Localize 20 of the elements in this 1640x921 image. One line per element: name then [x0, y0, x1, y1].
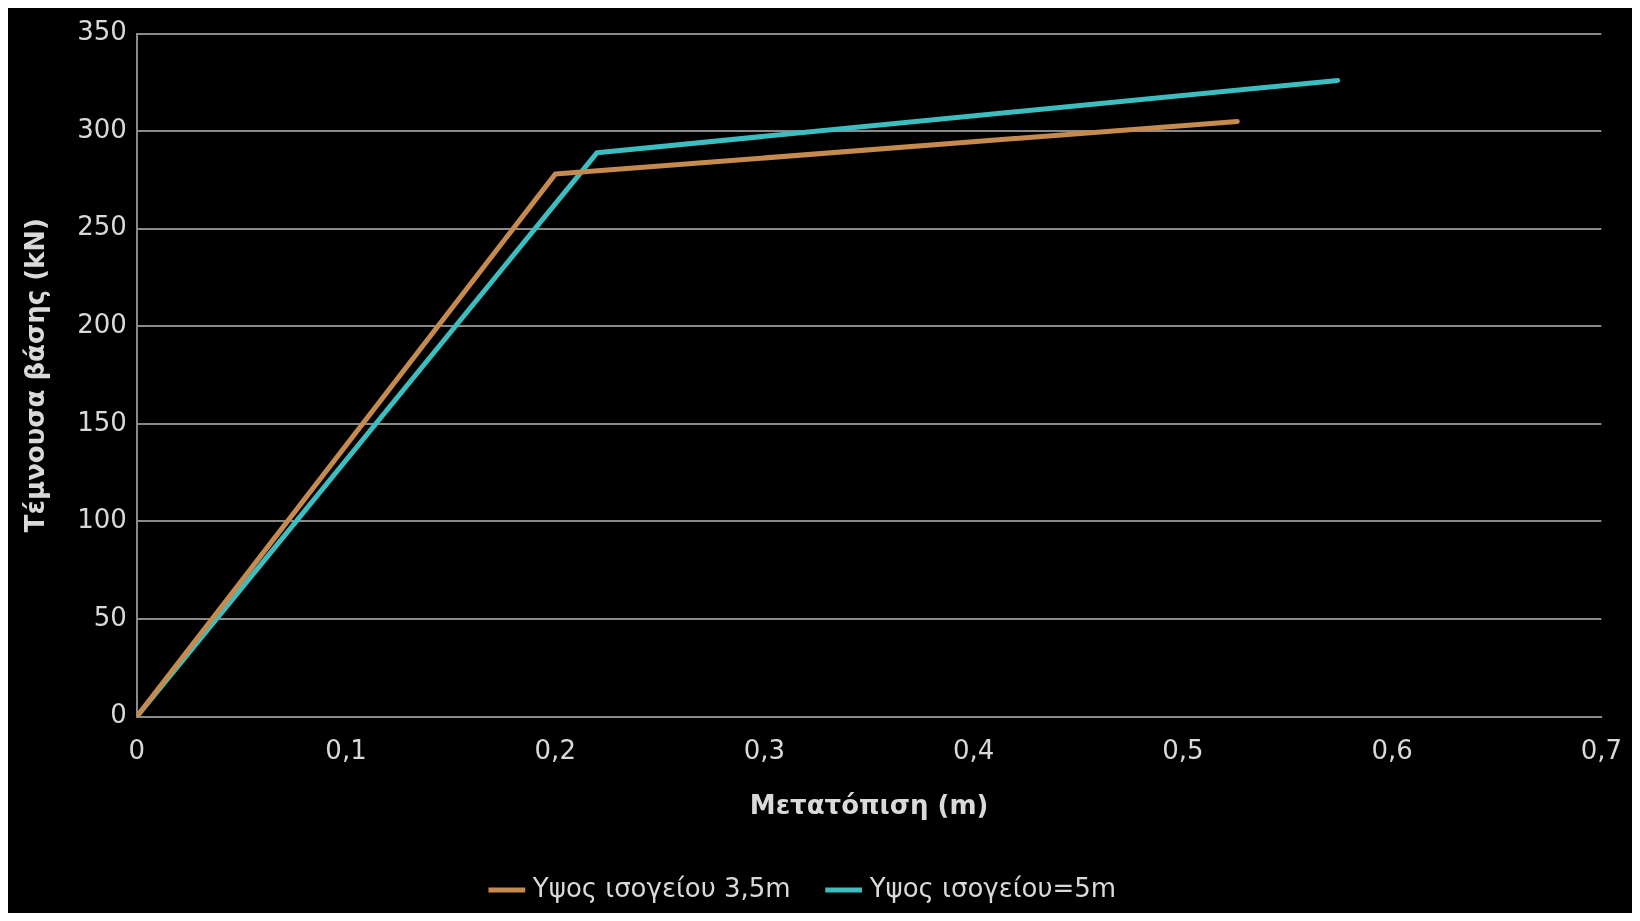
y-tick-label: 250	[77, 211, 127, 242]
y-axis-title: Τέμνουσα βάσης (kN)	[20, 218, 51, 533]
y-tick-label: 350	[77, 16, 127, 47]
x-tick-label: 0,2	[534, 734, 576, 765]
x-tick-label: 0,5	[1162, 734, 1204, 765]
y-tick-label: 100	[77, 504, 127, 535]
x-tick-label: 0,3	[743, 734, 786, 765]
legend-label: Υψος ισογείου=5m	[868, 872, 1117, 903]
y-tick-label: 200	[77, 309, 127, 340]
y-tick-label: 0	[110, 699, 127, 730]
x-tick-label: 0,4	[953, 734, 995, 765]
y-tick-label: 150	[77, 406, 127, 437]
y-tick-label: 300	[77, 113, 127, 144]
x-tick-label: 0,1	[325, 734, 367, 765]
x-tick-label: 0	[128, 734, 146, 765]
x-tick-label: 0,6	[1371, 734, 1413, 765]
x-axis-title: Μετατόπιση (m)	[749, 790, 989, 821]
y-tick-label: 50	[93, 601, 127, 632]
x-tick-label: 0,7	[1580, 734, 1623, 765]
legend-label: Υψος ισογείου 3,5m	[531, 872, 791, 903]
